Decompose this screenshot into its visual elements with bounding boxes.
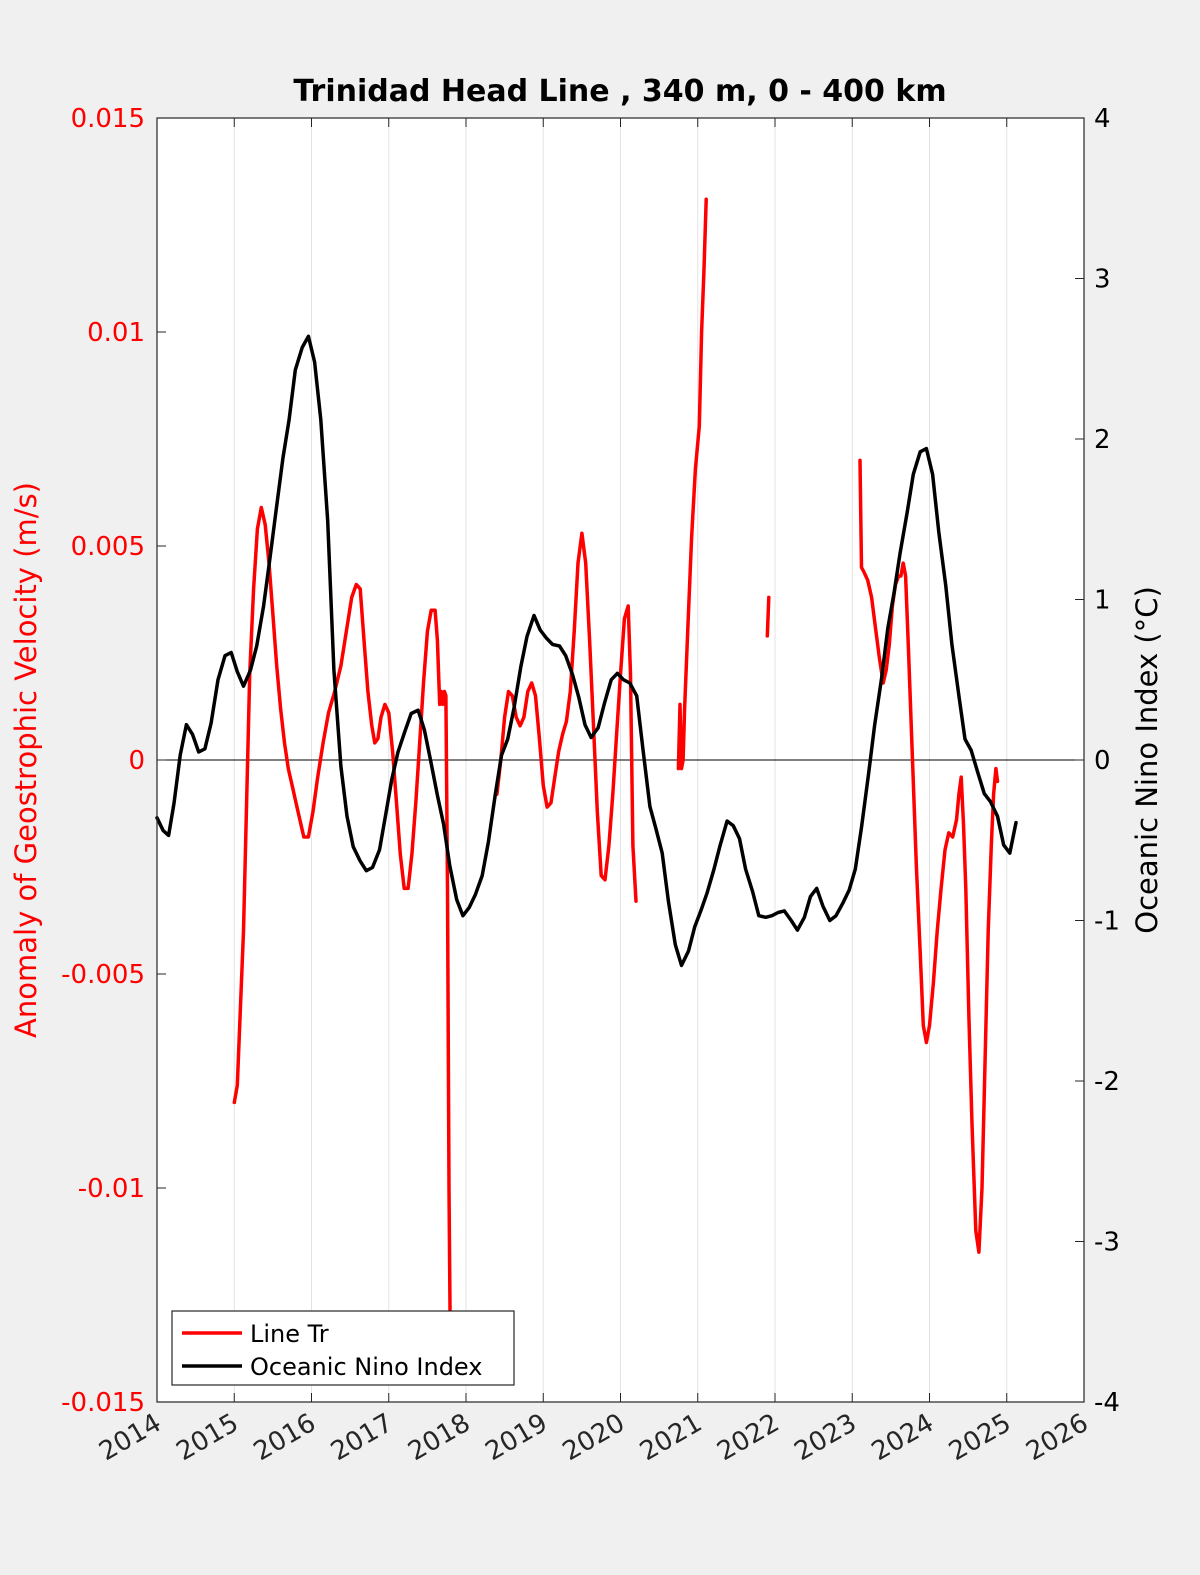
line-tr-segment: [495, 531, 638, 903]
y-left-tick-label: -0.005: [61, 960, 145, 990]
legend-box: [171, 1310, 515, 1386]
y-left-tick-label: 0.005: [71, 532, 145, 562]
y-axis-left: -0.015 -0.01 -0.005 0 0.005 0.01 0.015: [61, 104, 166, 1418]
oni-line-segment: [155, 334, 1018, 968]
line-tr-segment: [676, 197, 708, 771]
y-axis-left-label: Anomaly of Geostrophic Velocity (m/s): [9, 482, 43, 1038]
y-left-tick-label: -0.01: [78, 1174, 145, 1204]
legend-label-oni: Oceanic Nino Index: [250, 1353, 482, 1381]
y-right-tick-label: 0: [1094, 746, 1111, 776]
y-right-tick-label: 4: [1094, 104, 1111, 134]
y-right-tick-label: -3: [1094, 1228, 1120, 1258]
y-axis-right: -4 -3 -2 -1 0 1 2 3 4: [1075, 104, 1120, 1418]
y-right-tick-label: -4: [1094, 1388, 1120, 1418]
y-left-tick-label: 0: [128, 746, 145, 776]
series-layer: [155, 197, 1018, 1370]
y-right-tick-label: 2: [1094, 425, 1111, 455]
line-tr-segment: [232, 505, 453, 1370]
y-right-tick-label: -2: [1094, 1067, 1120, 1097]
y-right-tick-label: 1: [1094, 586, 1111, 616]
y-left-tick-label: -0.015: [61, 1388, 145, 1418]
legend: Line Tr Oceanic Nino Index: [171, 1310, 515, 1386]
line-tr-segment: [858, 458, 1000, 1254]
y-left-tick-label: 0.015: [71, 104, 145, 134]
y-right-tick-label: -1: [1094, 907, 1120, 937]
y-left-tick-label: 0.01: [87, 318, 145, 348]
chart-title: Trinidad Head Line , 340 m, 0 - 400 km: [293, 74, 946, 109]
line-tr-segment: [765, 595, 771, 638]
y-axis-right-label: Oceanic Nino Index (°C): [1130, 586, 1164, 934]
y-right-tick-label: 3: [1094, 265, 1111, 295]
legend-label-line-tr: Line Tr: [250, 1320, 329, 1348]
